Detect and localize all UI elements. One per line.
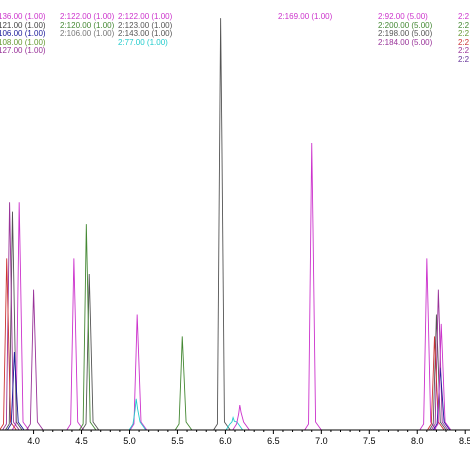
peak-trace xyxy=(433,323,452,431)
x-tick-label: 6.5 xyxy=(267,436,280,446)
x-axis-ticks: 4.0 4.5 5.0 5.5 6.0 6.5 7.0 7.5 8.0 8.5 xyxy=(27,430,470,446)
peak-trace xyxy=(174,336,193,431)
legend-label: 2:106.00 (1.00) xyxy=(60,29,115,38)
legend-label: 106.00 (1.00) xyxy=(0,29,46,38)
legend-label: 127.00 (1.00) xyxy=(0,46,46,55)
legend-label: 2:2 xyxy=(458,54,470,64)
legend-label: 2:143.00 (1.00) xyxy=(118,29,173,38)
peak-trace xyxy=(78,224,97,431)
x-tick-label: 7.5 xyxy=(363,436,376,446)
peak-trace xyxy=(429,314,447,431)
legend-label: 2:198.00 (5.00) xyxy=(378,29,433,38)
legend-label: 2:2 xyxy=(458,20,470,30)
peak-trace xyxy=(26,289,44,431)
legend-label: 2:2 xyxy=(458,29,470,38)
legend-label: 2:2 xyxy=(458,12,470,21)
x-tick-label: 5.5 xyxy=(171,436,184,446)
peak-trace xyxy=(232,404,250,431)
x-tick-label: 8.0 xyxy=(411,436,424,446)
peak-trace xyxy=(419,258,437,431)
peak-trace xyxy=(11,202,30,431)
peak-trace xyxy=(2,202,20,431)
legend-label: 136.00 (1.00) xyxy=(0,12,46,21)
x-tick-label: 7.0 xyxy=(315,436,328,446)
legend-label: 2:2 xyxy=(458,46,470,55)
legend-label: 2:200.00 (5.00) xyxy=(378,20,433,30)
legend-label: 2:120.00 (1.00) xyxy=(60,20,115,30)
peak-trace xyxy=(81,273,100,431)
legend-label: 2:92.00 (5.00) xyxy=(378,12,428,21)
legend-label: 2:184.00 (5.00) xyxy=(378,37,433,47)
legend-label: 2:122.00 (1.00) xyxy=(118,12,173,21)
peak-trace xyxy=(213,18,231,431)
peak-trace xyxy=(0,258,17,431)
x-tick-label: 8.5 xyxy=(459,436,470,446)
x-tick-label: 4.5 xyxy=(75,436,88,446)
peak-trace xyxy=(5,211,23,431)
peak-trace xyxy=(66,258,84,431)
legend-label: 108.00 (1.00) xyxy=(0,37,46,47)
x-tick-label: 5.0 xyxy=(123,436,136,446)
peak-trace xyxy=(304,142,322,431)
peak-trace xyxy=(129,314,148,431)
legend-label: 2:77.00 (1.00) xyxy=(118,37,168,47)
legend-label: 2:2 xyxy=(458,37,470,47)
legend-label: 2:122.00 (1.00) xyxy=(60,12,115,21)
peak-traces xyxy=(0,18,452,431)
peak-trace xyxy=(6,351,25,431)
peak-trace xyxy=(128,398,147,431)
legend-label: 2:123.00 (1.00) xyxy=(118,20,173,30)
x-tick-label: 6.0 xyxy=(219,436,232,446)
legend-label: 2:169.00 (1.00) xyxy=(278,12,333,21)
legend-label: 121.00 (1.00) xyxy=(0,20,46,30)
peak-trace xyxy=(430,289,449,431)
x-tick-label: 4.0 xyxy=(27,436,40,446)
